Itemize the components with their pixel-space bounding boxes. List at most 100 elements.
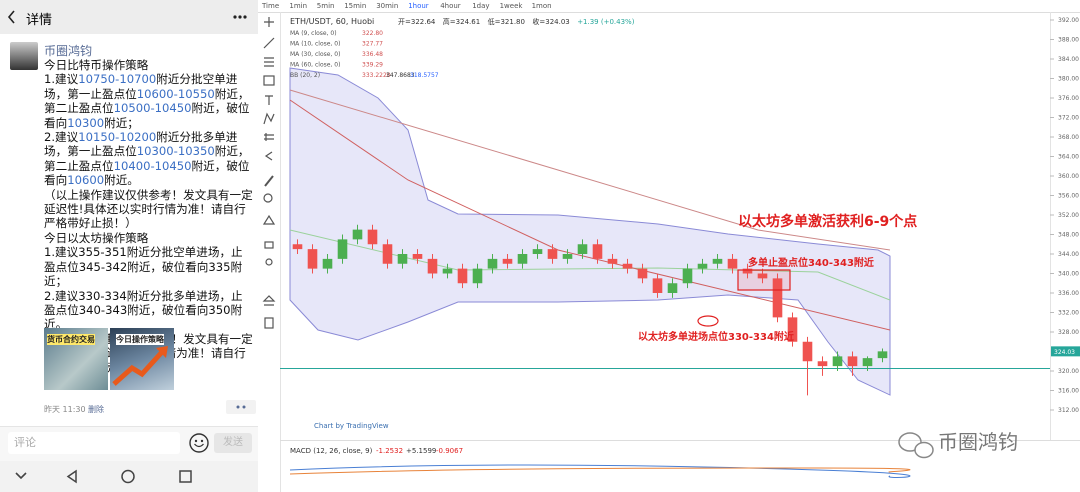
tool-back[interactable] bbox=[264, 151, 273, 161]
trading-chart: Time 1min 5min 15min 30min 1hour 4hour 1day 1wee… bbox=[258, 0, 1080, 492]
candle-body bbox=[337, 239, 348, 259]
avatar[interactable] bbox=[10, 42, 38, 70]
tool-layers[interactable] bbox=[262, 295, 276, 306]
candle-body bbox=[802, 341, 813, 362]
indicator-name: BB (20, 2) bbox=[290, 72, 320, 79]
tool-zoom[interactable] bbox=[263, 193, 273, 203]
candle-body bbox=[517, 254, 528, 264]
tool-lines[interactable] bbox=[264, 57, 274, 67]
comment-bar: 评论 发送 bbox=[0, 426, 258, 461]
candle-body bbox=[592, 244, 603, 259]
timeframe-button[interactable]: 4hour bbox=[440, 2, 461, 10]
last-price-label: 324.03 bbox=[1054, 349, 1075, 356]
text-run: 2.建议330-334附近分批多单进场，止盈点位340-343附近，破位看向35… bbox=[44, 288, 243, 332]
macd-value: +5.1599 bbox=[406, 447, 436, 455]
last-price-box bbox=[1051, 346, 1080, 357]
timeframe-button[interactable]: 5min bbox=[317, 2, 335, 10]
candle-body bbox=[757, 273, 768, 279]
text-run: （以上操作建议仅供参考！发文具有一定延迟性!具体还以实时行情为准！请自行严格带好… bbox=[44, 187, 253, 231]
price-highlight: 10500-10450 bbox=[113, 101, 192, 116]
post-image[interactable]: 今日操作策略 bbox=[110, 328, 174, 390]
timeframe-button[interactable]: 1hour bbox=[408, 2, 429, 10]
text-run: 今日以太坊操作策略 bbox=[44, 230, 149, 245]
tool-fib[interactable] bbox=[264, 133, 274, 141]
timeframe-button[interactable]: 1mon bbox=[532, 2, 552, 10]
timeframe-button[interactable]: 15min bbox=[344, 2, 366, 10]
tool-text[interactable] bbox=[265, 95, 273, 105]
text-run: 附近分批多单进场，第一止盈点位 bbox=[44, 130, 238, 159]
comment-button[interactable] bbox=[226, 400, 256, 414]
paragraph: （以上操作建议仅供参考！发文具有一定延迟性!具体还以实时行情为准！请自行严格带好… bbox=[44, 188, 254, 231]
tool-pattern[interactable] bbox=[263, 112, 275, 125]
candle-body bbox=[697, 263, 708, 269]
timeframe-button[interactable]: 1day bbox=[472, 2, 489, 10]
paragraph: 1.建议355-351附近分批空单进场，止盈点位345-342附近，破位看向33… bbox=[44, 245, 254, 288]
candle-body bbox=[862, 358, 873, 367]
candle-body bbox=[577, 244, 588, 254]
arrow-graphic bbox=[112, 346, 168, 386]
paragraph: 1.建议10750-10700附近分批空单进场，第一止盈点位10600-1055… bbox=[44, 72, 254, 130]
candle-body bbox=[382, 244, 393, 264]
author-name[interactable]: 币圈鸿钧 bbox=[44, 44, 93, 58]
more-icon[interactable] bbox=[233, 15, 247, 19]
price-highlight: 10300 bbox=[67, 115, 105, 130]
timeframe-button[interactable]: 30min bbox=[376, 2, 398, 10]
indicator-value: 318.5757 bbox=[410, 72, 439, 79]
tool-lock[interactable] bbox=[264, 241, 274, 249]
macd-line bbox=[289, 464, 911, 478]
back-icon[interactable] bbox=[7, 10, 15, 24]
indicator-legend: 开=322.64 高=324.61 低=321.80 收=324.03 +1.39 (+… bbox=[290, 17, 635, 79]
candle-body bbox=[622, 263, 633, 269]
timeframe-button[interactable]: 1min bbox=[289, 2, 307, 10]
tool-trash[interactable] bbox=[264, 317, 274, 329]
tool-line[interactable] bbox=[263, 37, 275, 49]
send-button[interactable]: 发送 bbox=[214, 433, 252, 453]
y-tick-label: 352.00 bbox=[1058, 212, 1079, 219]
chart-credit[interactable]: Chart by TradingView bbox=[314, 422, 389, 430]
timeframe-button[interactable]: 1week bbox=[500, 2, 524, 10]
y-tick-label: 380.00 bbox=[1058, 76, 1079, 83]
tool-brush[interactable] bbox=[264, 175, 274, 187]
macd-value: -1.2532 bbox=[376, 447, 403, 455]
annotation: 以太坊多单激活获利6-9个点 bbox=[738, 213, 917, 230]
post-image[interactable]: 货币合约交易 bbox=[44, 328, 108, 390]
macd-value: -0.9067 bbox=[436, 447, 463, 455]
y-tick-label: 336.00 bbox=[1058, 290, 1079, 297]
candle-body bbox=[412, 254, 423, 259]
comment-input[interactable]: 评论 bbox=[8, 432, 180, 454]
y-tick-label: 312.00 bbox=[1058, 407, 1079, 414]
nav-recent[interactable] bbox=[179, 470, 192, 483]
delete-link[interactable]: 删除 bbox=[88, 405, 104, 414]
y-tick-label: 320.00 bbox=[1058, 368, 1079, 375]
tool-eye[interactable] bbox=[265, 258, 273, 266]
text-run: 附近，第二止盈点位 bbox=[44, 86, 250, 116]
nav-back[interactable] bbox=[66, 469, 77, 484]
candle-body bbox=[877, 351, 888, 359]
indicator-value: 347.8683 bbox=[386, 72, 415, 79]
tool-rect[interactable] bbox=[263, 75, 275, 86]
y-tick-label: 356.00 bbox=[1058, 193, 1079, 200]
y-tick-label: 360.00 bbox=[1058, 173, 1079, 180]
ohlc-value: 高=324.61 bbox=[443, 17, 480, 26]
y-tick-label: 388.00 bbox=[1058, 37, 1079, 44]
candle-body bbox=[487, 258, 498, 269]
tool-cross[interactable] bbox=[264, 17, 274, 27]
nav-home[interactable] bbox=[121, 469, 135, 484]
candle-body bbox=[682, 268, 693, 284]
price-highlight: 10300-10350 bbox=[136, 144, 215, 159]
y-tick-label: 364.00 bbox=[1058, 154, 1079, 161]
candle-body bbox=[457, 268, 468, 284]
y-tick-label: 332.00 bbox=[1058, 310, 1079, 317]
indicator-value: 339.29 bbox=[362, 62, 383, 69]
signal-line bbox=[289, 467, 911, 475]
target-zone bbox=[737, 269, 791, 291]
text-run: 1.建议 bbox=[44, 72, 79, 87]
paragraph: 今日比特币操作策略 bbox=[44, 58, 254, 72]
candle-body bbox=[847, 356, 858, 367]
candle-body bbox=[367, 229, 378, 245]
emoji-button[interactable] bbox=[188, 432, 210, 454]
nav-down[interactable] bbox=[15, 472, 27, 480]
tool-magnet[interactable] bbox=[262, 214, 276, 225]
timeframe-button[interactable]: Time bbox=[261, 2, 279, 10]
